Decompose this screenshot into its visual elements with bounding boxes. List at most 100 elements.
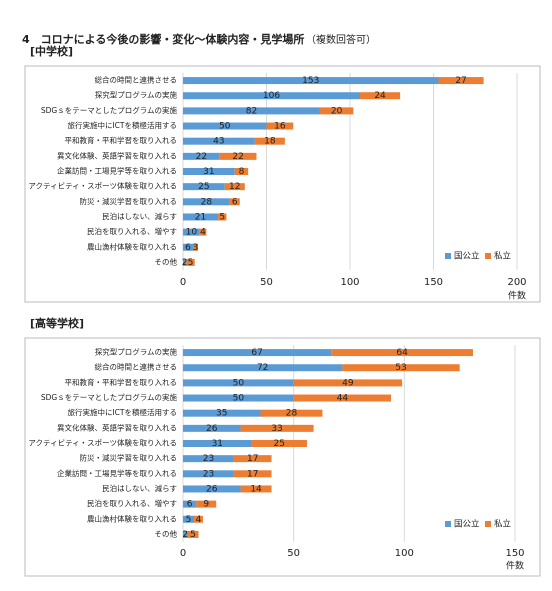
data-label: 26: [206, 484, 218, 494]
x-tick-label: 100: [340, 277, 359, 288]
y-tick-label: 民泊はしない、減らす: [102, 483, 177, 493]
data-label: 8: [239, 167, 245, 177]
chart-frame: [24, 65, 541, 303]
y-tick-label: 農山漁村体験を取り入れる: [87, 241, 177, 251]
data-label: 28: [286, 409, 298, 419]
legend-label: 私立: [494, 519, 512, 530]
data-label: 25: [198, 182, 209, 192]
legend-swatch: [445, 253, 451, 259]
y-tick-label: 旅行実施中にICTを積極活用する: [67, 120, 177, 130]
bar-segment: [251, 440, 307, 447]
legend-label: 国公立: [454, 251, 480, 262]
data-label: 24: [374, 91, 386, 101]
y-tick-label: 平和教育・平和学習を取り入れる: [65, 377, 178, 387]
bar-segment: [187, 530, 199, 538]
chart-title: [高等学校]: [30, 316, 84, 330]
y-tick-label: 平和教育・平和学習を取り入れる: [65, 135, 178, 145]
data-label: 25: [274, 439, 285, 449]
bar-segment: [254, 137, 285, 145]
data-label: 12: [229, 182, 240, 192]
x-tick-label: 200: [507, 277, 526, 288]
bar-segment: [183, 485, 241, 493]
data-label: 31: [212, 439, 223, 449]
y-tick-label: 探究型プログラムの実施: [95, 90, 178, 100]
bar-segment: [196, 500, 217, 508]
bar-segment: [183, 152, 220, 160]
x-tick-label: 0: [180, 277, 186, 288]
data-label: 17: [247, 454, 258, 464]
data-label: 17: [247, 469, 258, 479]
x-tick-label: 50: [287, 548, 300, 559]
data-label: 9: [203, 500, 209, 510]
page-note: （複数回答可）: [306, 33, 376, 46]
bar-segment: [183, 213, 219, 221]
data-label: 6: [185, 243, 191, 253]
data-label: 49: [342, 378, 354, 388]
bar-segment: [438, 77, 484, 85]
legend-swatch: [445, 521, 451, 527]
y-tick-label: 民泊はしない、減らす: [102, 211, 177, 221]
data-label: 2: [182, 530, 188, 540]
y-tick-label: アクティビティ・スポーツ体験を取り入れる: [28, 438, 177, 448]
bar-segment: [183, 107, 320, 115]
y-tick-label: 農山漁村体験を取り入れる: [87, 513, 177, 523]
data-label: 33: [271, 424, 282, 434]
bar-segment: [183, 379, 294, 387]
bar-segment: [183, 258, 187, 266]
bar-segment: [183, 92, 361, 100]
data-label: 5: [219, 212, 225, 222]
x-tick-label: 50: [260, 277, 273, 288]
x-tick-label: 150: [424, 277, 443, 288]
data-label: 50: [219, 122, 231, 132]
data-label: 23: [203, 469, 214, 479]
bar-segment: [193, 243, 199, 251]
bar-segment: [183, 228, 200, 236]
data-label: 6: [187, 500, 193, 510]
bar-segment: [186, 258, 195, 266]
bar-segment: [183, 349, 332, 357]
bar-segment: [293, 394, 392, 402]
bar-segment: [260, 409, 323, 417]
data-label: 53: [395, 363, 406, 373]
y-tick-label: 民泊を取り入れる、増やす: [87, 226, 177, 236]
y-tick-label: 異文化体験、英語学習を取り入れる: [57, 150, 177, 160]
data-label: 5: [190, 530, 196, 540]
bar-segment: [183, 137, 255, 145]
page-title: 4 コロナによる今後の影響・変化～体験内容・見学場所: [22, 32, 304, 46]
y-tick-label: 企業訪問・工場見学等を取り入れる: [57, 166, 177, 176]
y-tick-label: SDGｓをテーマとしたプログラムの実施: [41, 105, 178, 115]
data-label: 27: [455, 76, 466, 86]
y-tick-label: 旅行実施中にICTを積極活用する: [67, 407, 177, 417]
bar-segment: [183, 455, 234, 463]
data-label: 23: [203, 454, 214, 464]
data-label: 50: [233, 378, 245, 388]
legend-swatch: [485, 253, 491, 259]
bar-segment: [233, 455, 272, 463]
bar-segment: [229, 198, 240, 206]
y-tick-label: SDGｓをテーマとしたプログラムの実施: [41, 392, 178, 402]
bar-segment: [183, 515, 195, 523]
legend-swatch: [485, 521, 491, 527]
data-label: 4: [200, 228, 206, 238]
data-label: 22: [196, 152, 207, 162]
y-tick-label: 防災・減災学習を取り入れる: [80, 453, 178, 463]
y-tick-label: その他: [155, 256, 178, 266]
data-label: 82: [246, 106, 257, 116]
bar-segment: [183, 530, 188, 538]
y-tick-label: 民泊を取り入れる、増やす: [87, 498, 177, 508]
data-label: 28: [201, 197, 213, 207]
y-tick-label: 総合の時間と連携させる: [95, 362, 178, 372]
data-label: 43: [213, 137, 224, 147]
data-label: 6: [232, 197, 238, 207]
data-label: 22: [232, 152, 243, 162]
bar-segment: [183, 183, 225, 191]
bar-segment: [183, 394, 294, 402]
bar-segment: [183, 440, 252, 447]
bar-segment: [183, 168, 235, 175]
bar-segment: [183, 470, 234, 478]
bar-segment: [183, 77, 439, 85]
bar-segment: [233, 470, 272, 478]
x-tick-label: 150: [505, 548, 524, 559]
x-axis-label: 件数: [508, 290, 526, 302]
